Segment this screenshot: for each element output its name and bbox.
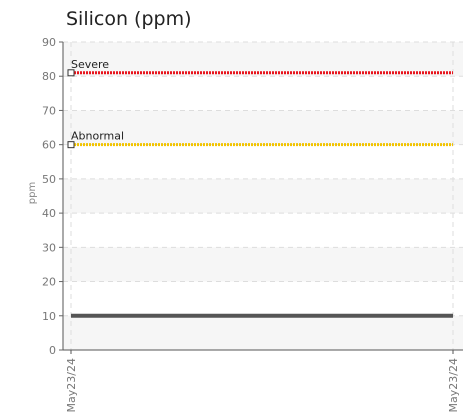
threshold-marker xyxy=(67,69,75,77)
y-tick-label: 20 xyxy=(42,276,56,289)
threshold-marker xyxy=(67,141,75,149)
chart-title: Silicon (ppm) xyxy=(66,8,192,30)
y-tick-label: 90 xyxy=(42,36,56,49)
threshold-label: Severe xyxy=(71,58,109,71)
y-tick-label: 50 xyxy=(42,173,56,186)
x-tick-label: May23/24 xyxy=(447,358,460,412)
y-tick-label: 30 xyxy=(42,241,56,254)
background-band xyxy=(63,178,463,214)
y-tick-label: 0 xyxy=(49,344,56,357)
x-tick-label: May23/24 xyxy=(65,358,78,412)
y-tick-label: 10 xyxy=(42,310,56,323)
axes xyxy=(62,42,463,351)
background-band xyxy=(63,247,463,282)
y-tick-label: 80 xyxy=(42,70,56,83)
y-tick-label: 70 xyxy=(42,104,56,117)
background-bands xyxy=(63,42,463,350)
grid-lines xyxy=(63,41,463,350)
background-band xyxy=(63,42,463,77)
threshold-label: Abnormal xyxy=(71,130,124,143)
y-tick-label: 40 xyxy=(42,207,56,220)
threshold-lines: Severe Abnormal xyxy=(67,58,453,149)
y-axis-ticks: 0 10 20 30 40 50 60 70 80 90 xyxy=(42,36,63,357)
background-band xyxy=(63,110,463,145)
x-axis-ticks: May23/24 May23/24 xyxy=(65,350,460,412)
y-axis-label: ppm xyxy=(27,182,38,204)
background-band xyxy=(63,315,463,350)
y-tick-label: 60 xyxy=(42,139,56,152)
